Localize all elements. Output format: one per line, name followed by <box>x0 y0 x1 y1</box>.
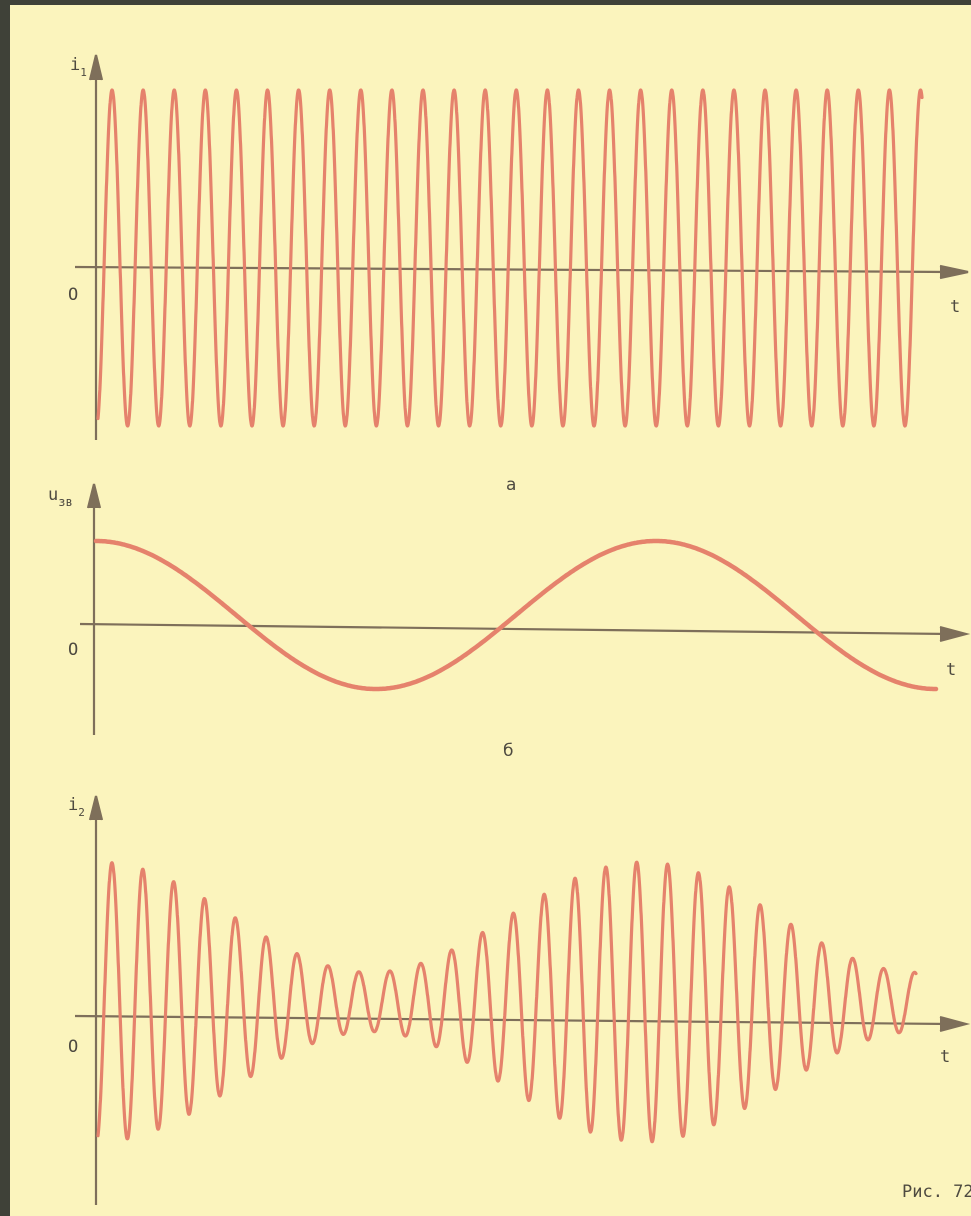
panel-c-x-label: t <box>940 1047 950 1067</box>
panel-b: uзв O t б <box>48 483 971 761</box>
panel-b-y-arrow <box>86 483 102 509</box>
panel-b-caption: б <box>503 741 513 761</box>
panel-b-x-label: t <box>946 660 956 680</box>
panel-c-modulated-wave <box>96 860 918 1144</box>
panel-b-origin-label: O <box>68 640 78 660</box>
panel-a-caption: а <box>506 475 516 495</box>
panel-a: i1 O t а <box>68 54 969 495</box>
panel-b-sound-signal <box>93 538 939 692</box>
panel-b-x-axis <box>79 622 951 636</box>
figure-label: Рис. 72 <box>902 1182 971 1202</box>
panel-a-x-label: t <box>950 297 960 317</box>
panel-a-carrier-wave <box>96 88 924 428</box>
panel-a-x-arrow <box>939 264 969 280</box>
panel-a-y-label: i1 <box>70 55 87 79</box>
panel-a-origin-label: O <box>68 285 78 305</box>
panel-c-y-arrow <box>88 795 104 821</box>
panel-c-x-arrow <box>939 1015 971 1033</box>
panel-c-x-axis <box>74 1014 951 1026</box>
panel-b-y-label: uзв <box>48 485 73 509</box>
panel-c-origin-label: O <box>68 1037 78 1057</box>
panel-c-y-label: i2 <box>68 795 85 819</box>
panel-b-x-arrow <box>939 625 971 643</box>
panel-a-y-arrow <box>88 54 104 81</box>
panel-c: i2 O t <box>68 795 971 1205</box>
